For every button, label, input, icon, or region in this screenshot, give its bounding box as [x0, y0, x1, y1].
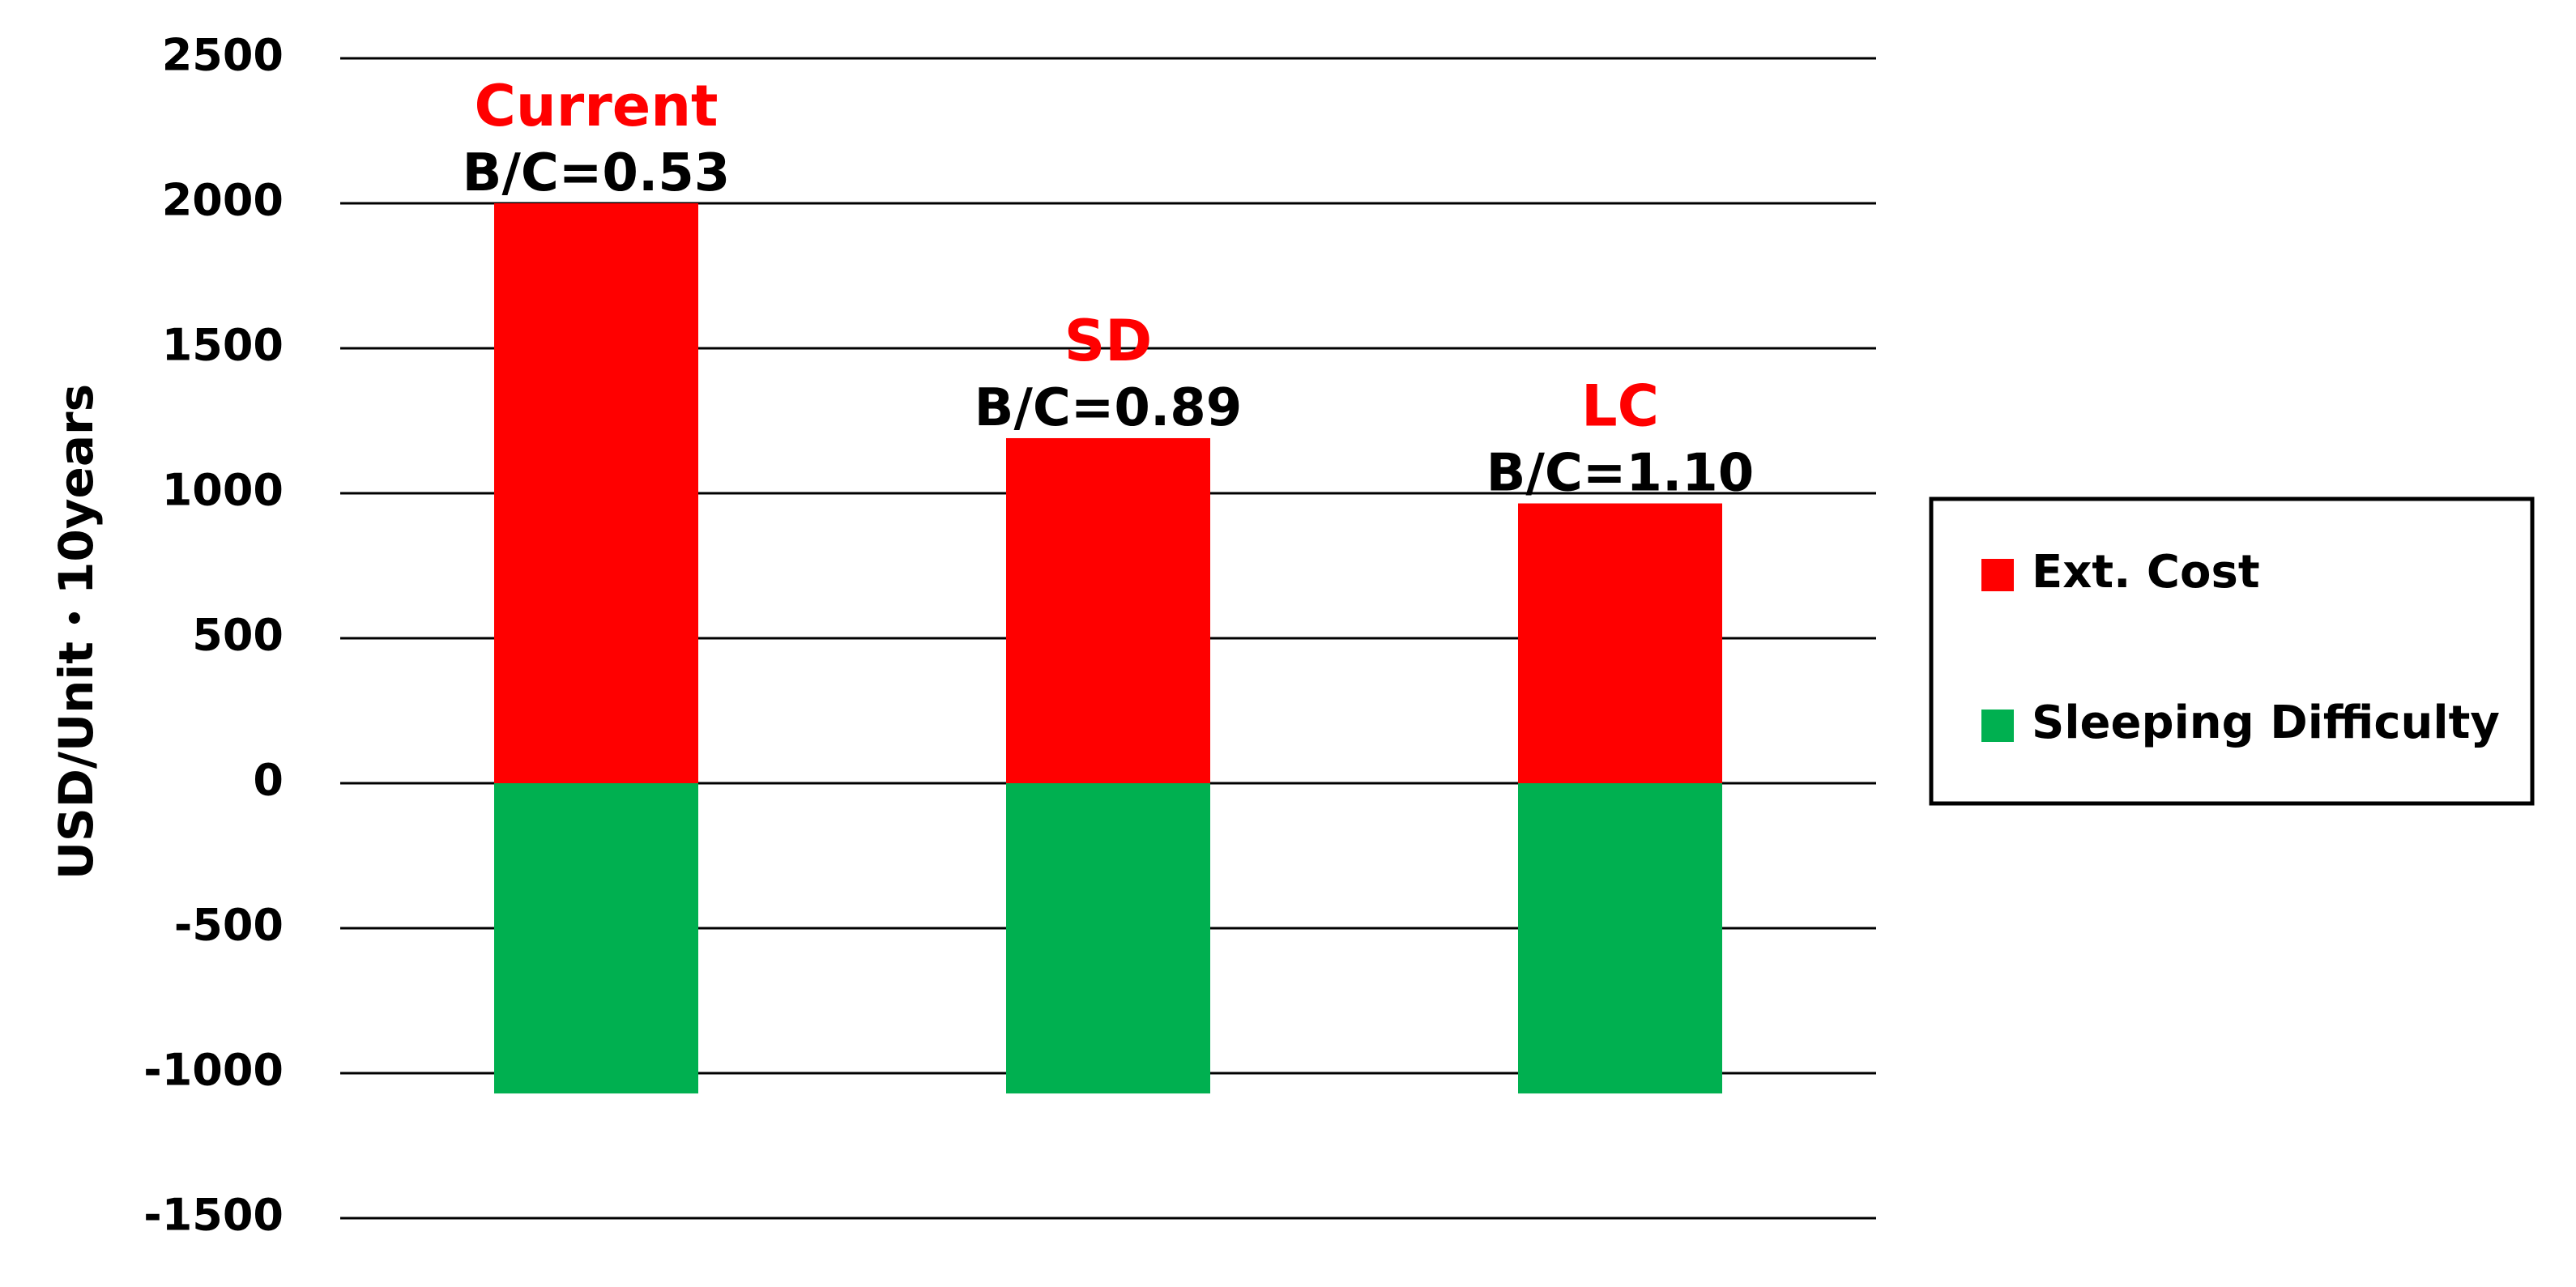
category-label: Current: [474, 73, 718, 139]
bc-ratio-label: B/C=1.10: [1486, 444, 1755, 504]
bc-ratio-label: B/C=0.89: [975, 378, 1243, 438]
y-tick-label: 1000: [162, 465, 284, 516]
y-tick-label: -1500: [143, 1190, 284, 1241]
legend-swatch: [1981, 710, 2014, 742]
bc-ratio-label: B/C=0.53: [463, 143, 731, 203]
y-tick-label: -1000: [143, 1045, 284, 1096]
y-tick-label: -500: [174, 900, 284, 951]
bar-sleeping-difficulty-sd: [1006, 783, 1210, 1094]
bar-ext-cost-lc: [1518, 503, 1722, 783]
legend-label: Sleeping Difficulty: [2032, 697, 2500, 749]
bar-ext-cost-sd: [1006, 437, 1210, 783]
bar-ext-cost-current: [494, 203, 698, 783]
legend-frame: [1929, 496, 2535, 806]
category-label: LC: [1581, 373, 1659, 440]
y-tick-label: 2000: [162, 175, 284, 226]
legend: Ext. Cost Sleeping Difficulty: [1929, 496, 2535, 806]
bar-sleeping-difficulty-current: [494, 783, 698, 1094]
y-tick-label: 0: [253, 755, 284, 806]
y-tick-label: 500: [192, 610, 284, 661]
y-tick-label: 2500: [162, 30, 284, 81]
bar-sleeping-difficulty-lc: [1518, 783, 1722, 1094]
category-label: SD: [1064, 308, 1153, 374]
y-tick-label: 1500: [162, 320, 284, 371]
legend-label: Ext. Cost: [2032, 546, 2260, 599]
bars: [494, 203, 1722, 1094]
legend-swatch: [1981, 559, 2014, 591]
y-tick-labels: 2500 2000 1500 1000 500 0 -500 -1000 -1500: [143, 30, 284, 1241]
y-axis-label: USD/Unit・10years: [49, 384, 104, 880]
